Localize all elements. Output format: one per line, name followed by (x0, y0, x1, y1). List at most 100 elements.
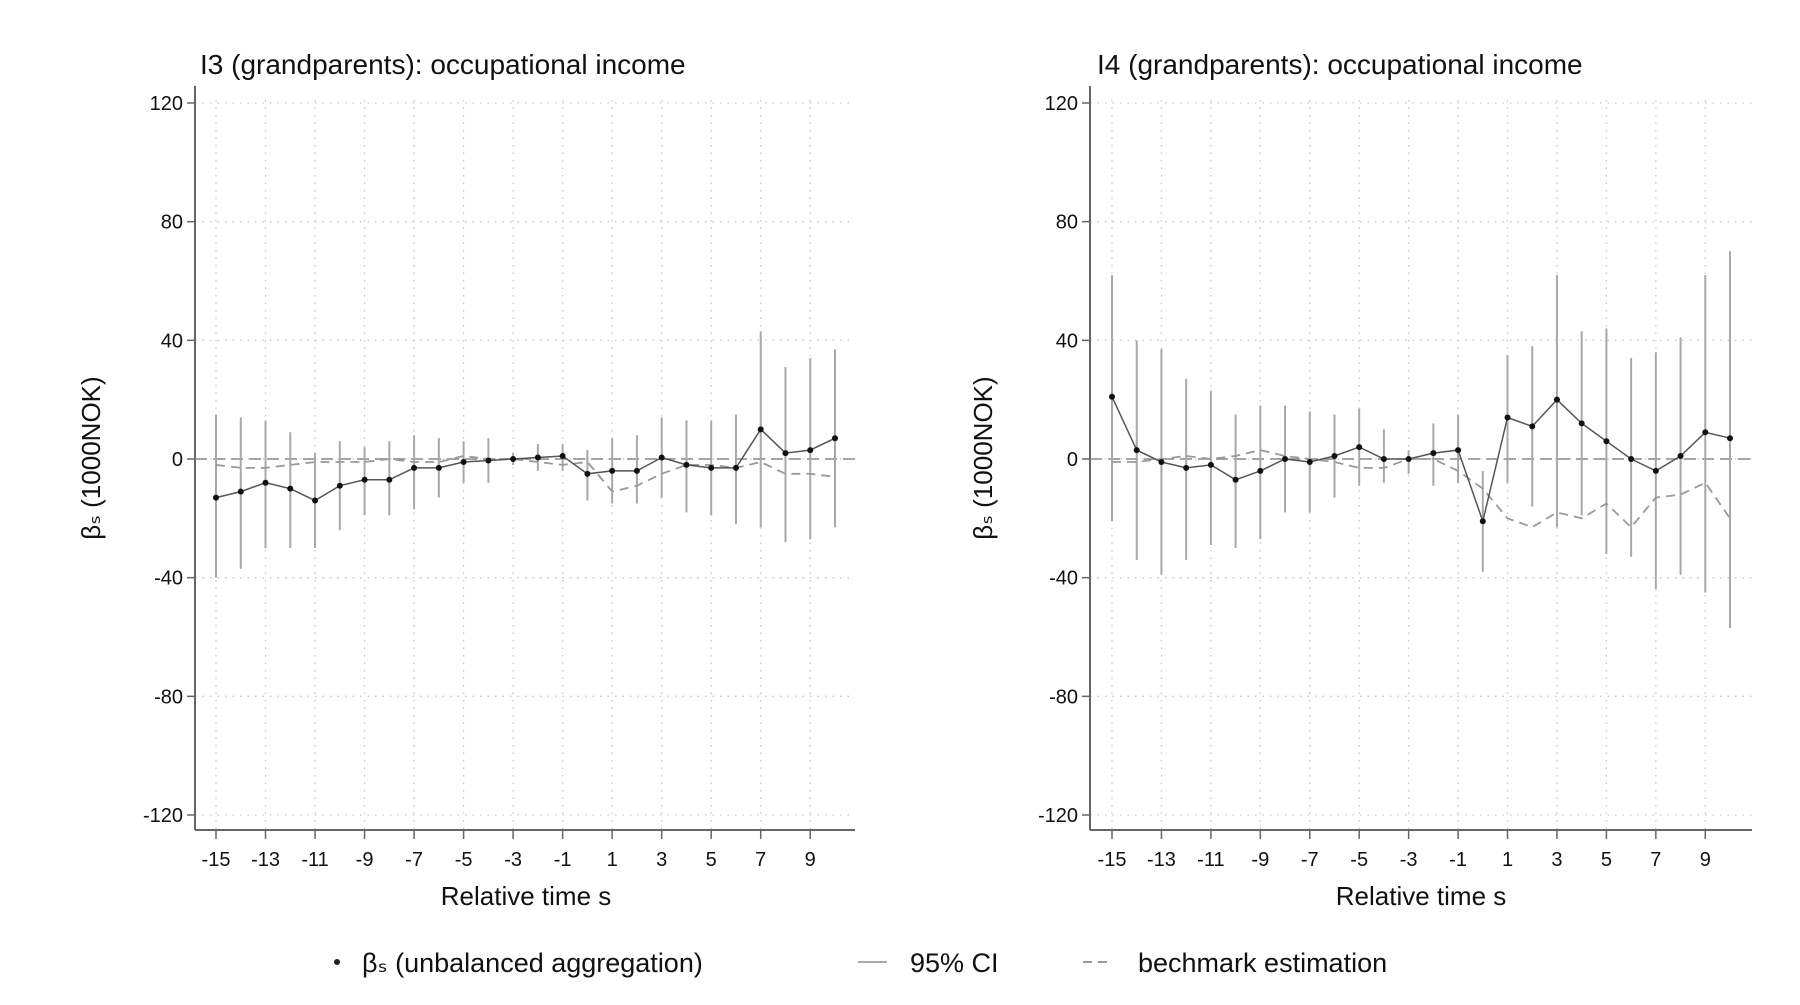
x-tick-label: 9 (1700, 849, 1711, 871)
estimate-point (435, 464, 442, 471)
estimate-point (732, 464, 739, 471)
x-tick-label: 1 (607, 849, 618, 871)
panel-i4: I4 (grandparents): occupational income β… (968, 49, 1752, 911)
estimate-point (683, 461, 690, 468)
y-tick-label: -120 (143, 805, 183, 827)
x-tick-label: -7 (405, 849, 423, 871)
legend-point-label: βₛ (unbalanced aggregation) (362, 948, 703, 978)
estimate-point (485, 457, 492, 464)
benchmark-line (215, 455, 836, 493)
x-tick-label: -3 (504, 849, 522, 871)
estimate-point (757, 426, 764, 433)
legend: βₛ (unbalanced aggregation) 95% CI bechm… (334, 948, 1387, 978)
estimate-point (1727, 435, 1733, 442)
estimate-point (633, 467, 640, 474)
estimate-point (658, 454, 665, 461)
estimate-point (708, 464, 715, 471)
y-tick-label: 120 (150, 93, 183, 115)
panel-title: I4 (grandparents): occupational income (1097, 49, 1583, 80)
y-tick-label: 0 (1067, 449, 1078, 471)
estimate-point (1677, 453, 1684, 460)
estimate-point (1183, 464, 1190, 471)
legend-point-marker (334, 959, 340, 965)
x-tick-label: -5 (455, 849, 473, 871)
estimate-point (237, 488, 244, 495)
y-tick-label: -80 (1049, 686, 1078, 708)
estimate-point (1380, 456, 1387, 462)
estimate-point (287, 485, 294, 492)
estimate-point (312, 497, 319, 504)
estimate-point (1578, 420, 1585, 427)
x-tick-label: -13 (251, 849, 280, 871)
y-tick-label: 40 (161, 330, 183, 352)
y-tick-label: 0 (172, 449, 183, 471)
x-tick-label: -5 (1350, 849, 1368, 871)
x-tick-label: 7 (755, 849, 766, 871)
x-axis-label: Relative time s (441, 881, 612, 911)
y-tick-label: -80 (154, 686, 183, 708)
estimate-point (1133, 447, 1140, 454)
estimate-point (1529, 423, 1536, 430)
estimate-line (1111, 396, 1731, 524)
estimate-point (1479, 518, 1486, 525)
estimate-point (336, 482, 343, 489)
estimate-point (782, 450, 789, 457)
estimate-point (807, 447, 814, 454)
estimate-point (411, 464, 418, 471)
estimate-point (510, 456, 517, 462)
x-tick-label: 9 (805, 849, 816, 871)
x-tick-label: -13 (1147, 849, 1176, 871)
y-axis-label: βₛ (1000NOK) (76, 376, 106, 539)
y-tick-label: -120 (1038, 805, 1078, 827)
estimate-point (584, 470, 591, 477)
y-tick-label: -40 (1049, 568, 1078, 590)
estimate-point (386, 476, 393, 483)
x-tick-label: 5 (1601, 849, 1612, 871)
x-tick-label: 7 (1650, 849, 1661, 871)
estimate-point (534, 454, 541, 461)
estimate-point (1603, 438, 1610, 445)
x-tick-label: -11 (1197, 849, 1224, 871)
estimate-point (1628, 456, 1635, 462)
x-tick-label: -9 (356, 849, 374, 871)
estimate-point (1430, 450, 1437, 457)
estimate-point (1504, 414, 1511, 421)
estimate-point (1207, 461, 1214, 468)
estimate-line (215, 428, 836, 502)
y-tick-label: 80 (161, 212, 183, 234)
y-tick-label: 40 (1056, 330, 1078, 352)
x-tick-label: -15 (1098, 849, 1127, 871)
estimate-point (609, 467, 616, 474)
estimate-point (460, 458, 467, 465)
x-tick-label: -1 (554, 849, 572, 871)
panel-i3: I3 (grandparents): occupational income β… (76, 49, 855, 911)
y-axis-label: βₛ (1000NOK) (968, 376, 998, 539)
x-tick-label: -11 (301, 849, 328, 871)
x-tick-label: -7 (1301, 849, 1319, 871)
y-tick-label: 120 (1045, 93, 1078, 115)
estimate-point (559, 453, 566, 460)
legend-benchmark-label: bechmark estimation (1138, 948, 1387, 978)
x-tick-label: -3 (1400, 849, 1418, 871)
x-axis-label: Relative time s (1336, 881, 1507, 911)
estimate-point (1702, 429, 1709, 436)
x-tick-label: -15 (202, 849, 231, 871)
estimate-point (1331, 453, 1338, 460)
estimate-point (361, 476, 368, 483)
estimate-point (1405, 456, 1412, 462)
estimate-point (1282, 456, 1289, 462)
estimate-point (832, 435, 838, 442)
estimate-point (1232, 476, 1239, 483)
estimate-point (1553, 396, 1560, 403)
estimate-point (1109, 393, 1115, 400)
x-tick-label: 3 (1551, 849, 1562, 871)
y-tick-label: -40 (154, 568, 183, 590)
estimate-point (213, 494, 219, 501)
estimate-point (1455, 447, 1462, 454)
estimate-point (1306, 458, 1313, 465)
panel-title: I3 (grandparents): occupational income (200, 49, 686, 80)
estimate-point (1158, 458, 1165, 465)
x-tick-label: 1 (1502, 849, 1513, 871)
